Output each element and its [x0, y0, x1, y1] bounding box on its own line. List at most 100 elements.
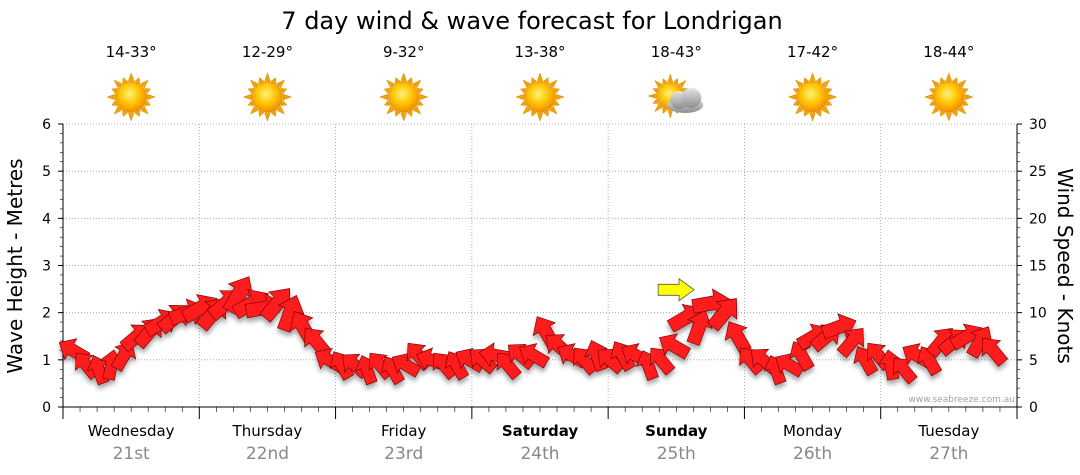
- sun-ray: [270, 110, 277, 117]
- sun-ray: [134, 77, 141, 84]
- sun-rays: [787, 72, 838, 122]
- sun-disc: [524, 81, 556, 113]
- day-name: Friday: [381, 422, 427, 440]
- wind-arrow: [892, 357, 918, 385]
- wind-arrow: [981, 337, 1009, 367]
- day-labels: Wednesday 21st Thursday 22nd Friday 23rd Satur…: [88, 422, 980, 464]
- sun-ray: [654, 79, 663, 89]
- sun-ray: [924, 93, 934, 101]
- sun-disc: [252, 81, 283, 113]
- sun-icon: [787, 72, 838, 122]
- sun-ray: [795, 79, 804, 89]
- sun-rays: [106, 72, 156, 122]
- wind-arrow: [853, 346, 879, 377]
- sun-ray: [964, 93, 974, 101]
- sun-ray: [809, 72, 816, 82]
- right-tick-label: 15: [1029, 259, 1047, 275]
- sun-ray: [677, 79, 687, 89]
- sun-ray: [667, 73, 674, 83]
- chart-title: 7 day wind & wave forecast for Londrigan: [281, 7, 782, 35]
- day-date: 24th: [520, 444, 559, 464]
- left-tick-label: 6: [42, 117, 51, 133]
- sun-icon: [515, 72, 565, 122]
- sun-ray: [548, 105, 558, 115]
- sun-ray: [928, 88, 936, 95]
- current-wind-arrow: [657, 278, 695, 302]
- sun-ray: [264, 112, 271, 122]
- sun-ray: [825, 99, 833, 106]
- day-temperature: 9-32°: [383, 43, 425, 61]
- wind-arrow: [966, 326, 993, 359]
- sun-ray: [249, 79, 259, 89]
- sun-ray: [139, 105, 149, 115]
- sun-ray: [553, 88, 560, 95]
- sun-ray: [672, 77, 679, 85]
- sun-ray: [406, 110, 413, 117]
- wind-arrow: [724, 321, 752, 355]
- sun-ray: [127, 72, 135, 82]
- sun-ray: [536, 112, 544, 122]
- sun-ray: [815, 110, 822, 117]
- wind-arrow: [469, 348, 498, 375]
- wind-arrow: [836, 327, 864, 359]
- day-date: 27th: [929, 444, 968, 464]
- sun-ray: [961, 99, 969, 106]
- sun-ray: [555, 93, 565, 101]
- wind-arrow: [519, 343, 550, 369]
- sun-ray: [945, 112, 953, 122]
- axes: [62, 124, 1018, 419]
- right-axis-ticks: 0 5 10 15 20 25 30: [1017, 117, 1047, 416]
- sun-ray: [647, 93, 657, 99]
- sun-disc: [933, 81, 965, 113]
- sun-ray: [416, 99, 424, 106]
- sun-ray: [957, 105, 967, 115]
- sun-ray: [667, 109, 674, 119]
- wind-arrow: [707, 298, 738, 332]
- right-tick-label: 30: [1029, 117, 1047, 133]
- sun-disc: [797, 81, 828, 113]
- sun-icon: [378, 72, 429, 122]
- sun-icon: [106, 72, 156, 122]
- sun-ray: [106, 93, 116, 101]
- day-date: 23rd: [384, 444, 423, 464]
- left-axis-label: Wave Height - Metres: [3, 158, 27, 373]
- sun-ray: [383, 99, 391, 106]
- right-tick-label: 25: [1029, 164, 1047, 180]
- left-tick-label: 5: [42, 164, 51, 180]
- sun-ray: [821, 105, 831, 115]
- sun-ray: [821, 79, 831, 89]
- sun-ray: [792, 88, 800, 95]
- sun-ray: [931, 105, 941, 115]
- sun-ray: [957, 79, 967, 89]
- sun-ray: [542, 77, 549, 84]
- sun-ray: [113, 79, 123, 89]
- day-name: Monday: [783, 422, 842, 440]
- sun-ray: [931, 79, 941, 89]
- sun-ray: [144, 99, 152, 106]
- sun-ray: [139, 79, 149, 89]
- sun-ray: [419, 93, 429, 101]
- sun-ray: [520, 88, 527, 95]
- left-axis-ticks: 0 1 2 3 4 5 6: [42, 117, 63, 416]
- day-date: 22nd: [246, 444, 289, 464]
- sun-ray: [280, 88, 288, 95]
- sun-ray: [652, 88, 659, 94]
- cloud: [667, 88, 704, 113]
- sun-ray: [146, 93, 156, 101]
- sun-ray: [416, 88, 424, 95]
- day-name: Wednesday: [88, 422, 175, 440]
- left-tick-label: 0: [42, 400, 51, 416]
- sun-cloud-icon: [647, 73, 704, 119]
- sun-ray: [515, 93, 525, 101]
- right-tick-label: 0: [1029, 400, 1038, 416]
- sun-ray: [276, 79, 285, 89]
- sun-rays: [515, 72, 565, 122]
- left-tick-label: 1: [42, 353, 51, 369]
- sun-ray: [242, 93, 252, 101]
- sun-ray: [520, 99, 527, 106]
- sun-ray: [815, 77, 822, 84]
- sun-ray: [258, 77, 265, 84]
- wind-arrow: [610, 341, 636, 372]
- day-headers: 14-33° 12-29° 9-32° 13-38° 18-43° 17-42° 18-44…: [106, 43, 974, 122]
